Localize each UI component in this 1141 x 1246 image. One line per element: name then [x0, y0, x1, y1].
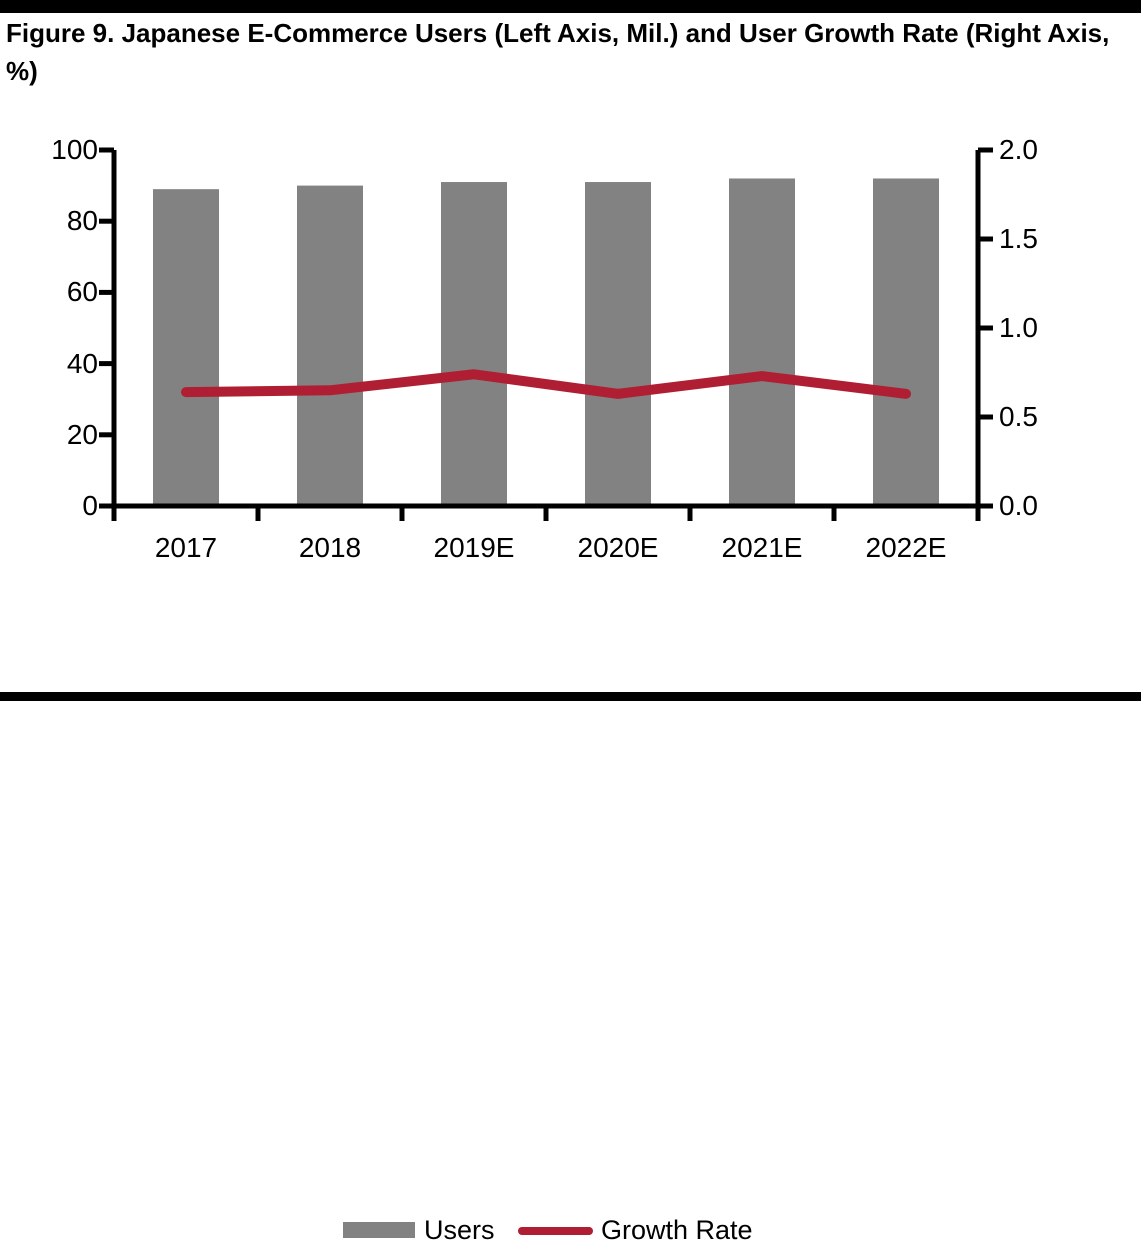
figure-title: Figure 9. Japanese E-Commerce Users (Lef… — [6, 18, 1110, 86]
x-axis-tick-label: 2021E — [721, 532, 803, 563]
users-bar-2020E — [585, 182, 651, 507]
chart-legend: Users Growth Rate — [0, 605, 1141, 1245]
growth-rate-line — [181, 369, 911, 399]
y-axis-right-tick-label: 2.0 — [999, 134, 1038, 165]
y-axis-right-tick-label: 1.5 — [999, 223, 1038, 254]
growth-rate-legend-label: Growth Rate — [601, 1215, 753, 1245]
y-axis-left-tick-label: 20 — [66, 418, 98, 450]
users-bar-2018 — [297, 185, 363, 506]
y-axis-right-tick-label: 1.0 — [999, 312, 1038, 343]
y-axis-left-tick-label: 80 — [66, 205, 98, 237]
x-axis-tick-label: 2020E — [577, 532, 659, 563]
y-axis-right-tick-label: 0.5 — [999, 401, 1038, 432]
growth-rate-legend-line-icon — [518, 1227, 593, 1235]
users-legend-swatch-icon — [343, 1222, 415, 1238]
users-bar-2021E — [729, 178, 795, 507]
x-axis-tick-label: 2019E — [433, 532, 515, 563]
x-axis-tick-label: 2018 — [298, 532, 362, 563]
users-bar-2017 — [153, 189, 219, 506]
users-bar-2019E — [441, 182, 507, 507]
bottom-rule — [0, 692, 1141, 701]
y-axis-right-tick-label: 0.0 — [999, 490, 1038, 521]
top-rule — [0, 0, 1141, 13]
x-axis-tick-label: 2022E — [865, 532, 947, 563]
y-axis-left-tick-label: 0 — [82, 490, 98, 521]
combo-chart — [99, 147, 993, 521]
x-axis-tick-label: 2017 — [154, 532, 218, 563]
y-axis-left-tick-label: 100 — [51, 134, 98, 165]
users-bar-2022E — [873, 178, 939, 507]
users-legend-label: Users — [424, 1215, 495, 1245]
y-axis-left-tick-label: 40 — [66, 347, 98, 379]
y-axis-left-tick-label: 60 — [66, 276, 98, 308]
